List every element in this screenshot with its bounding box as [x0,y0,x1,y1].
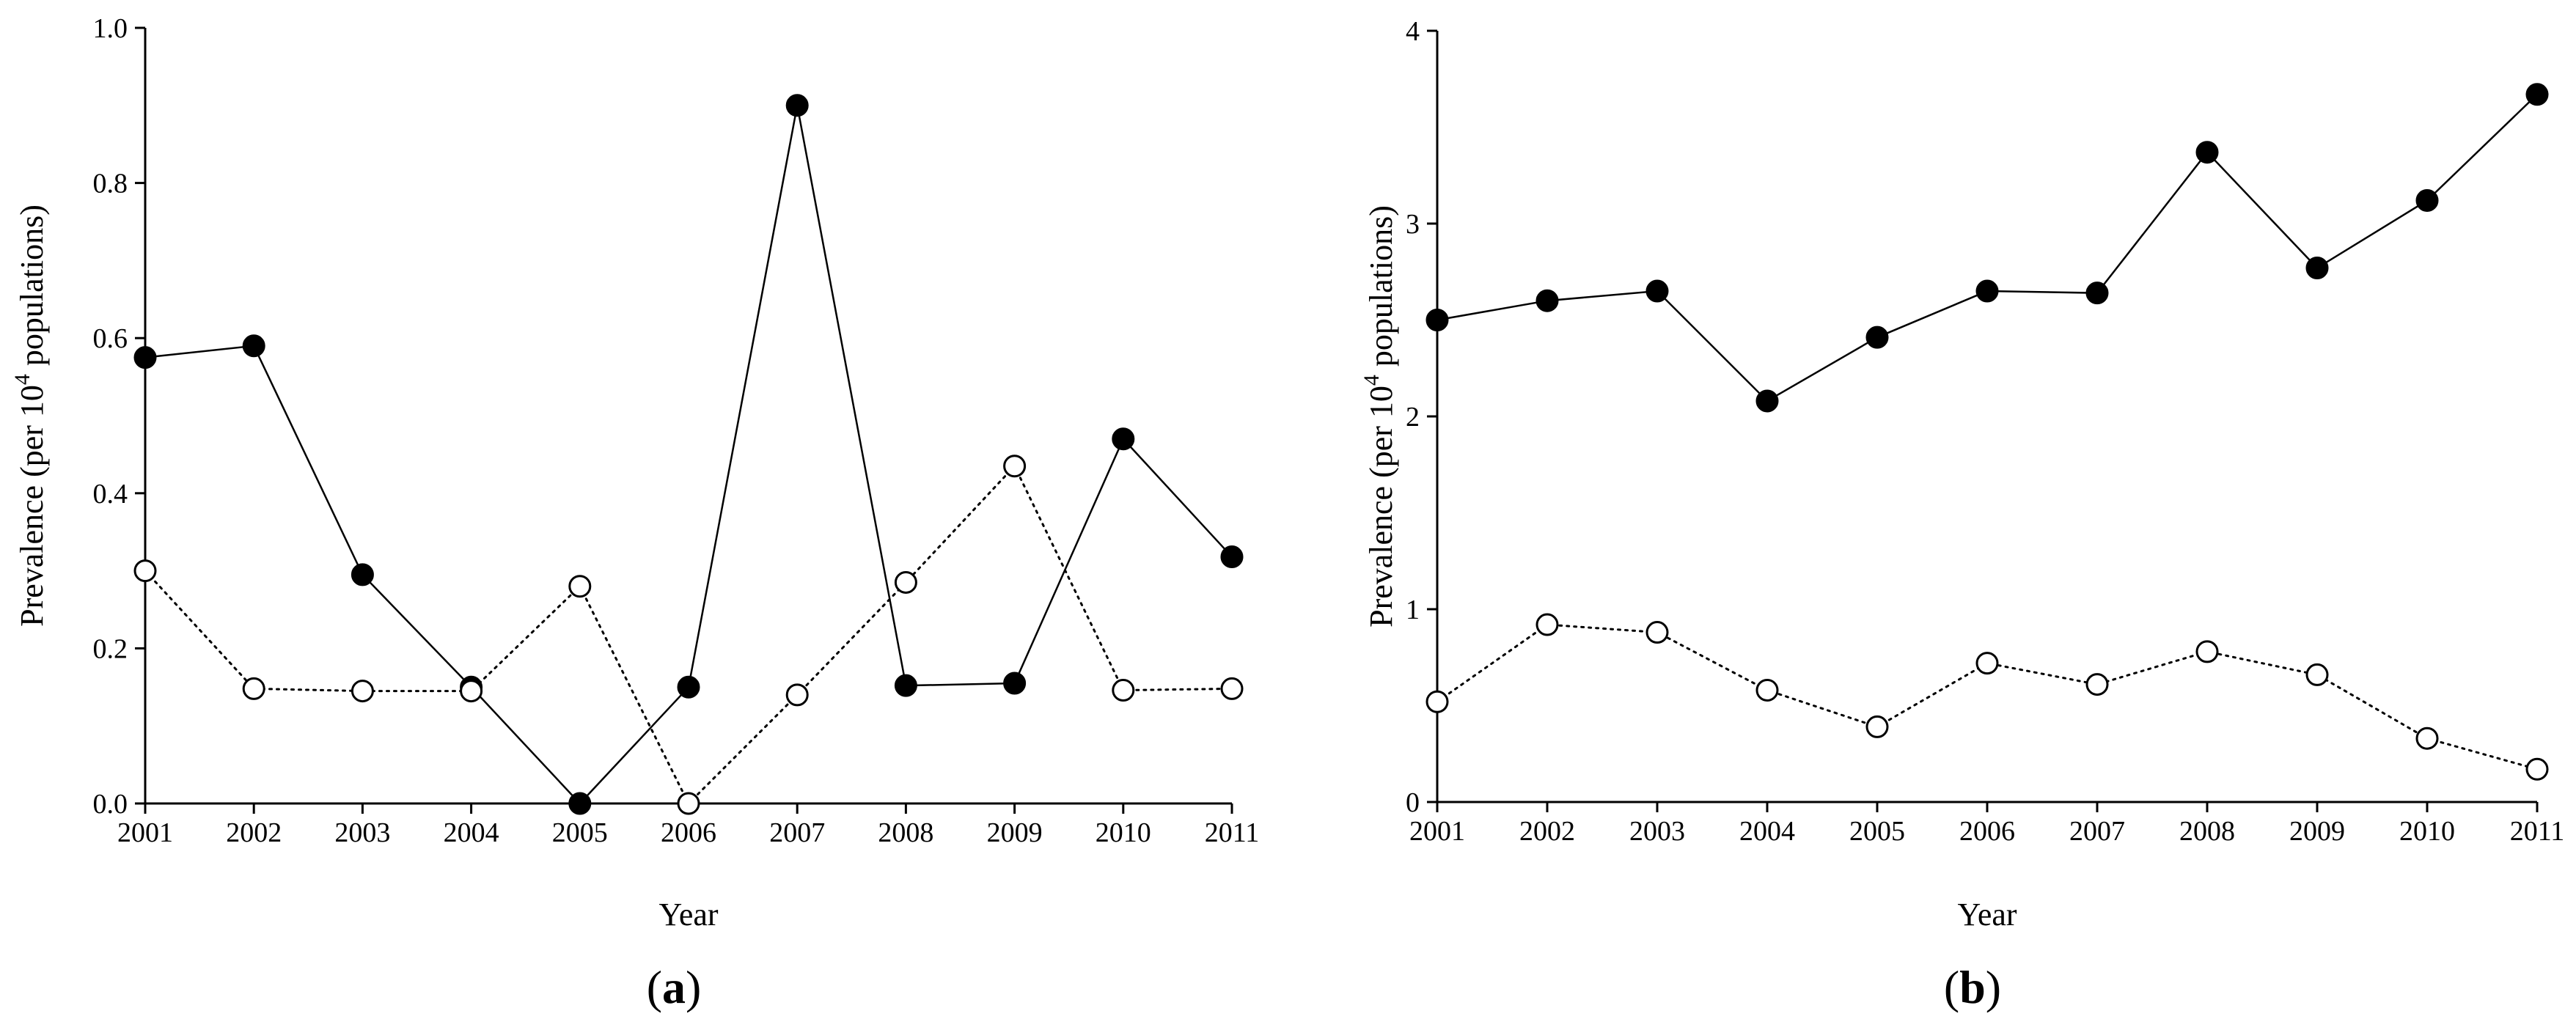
x-axis-label: Year [1957,897,2017,932]
y-tick-label: 0.0 [93,789,128,820]
data-point-filled [1220,545,1244,569]
x-tick-label: 2010 [2399,816,2455,847]
y-tick-label: 1 [1406,595,1420,625]
data-point-open [2085,673,2109,696]
data-point-open [460,680,483,703]
data-point-filled [1975,279,1999,303]
x-tick-label: 2011 [1205,817,1260,848]
chart-panel-a: 0.0 0.2 0.4 0.6 0.8 1.0 2001 2002 2003 2004 2005 20… [10,13,1259,1013]
data-point-filled [133,346,157,369]
x-tick-label: 2003 [1629,816,1685,847]
x-tick-label: 2001 [1409,816,1465,847]
data-point-open [133,559,157,583]
y-tick-label: 0.2 [93,633,128,664]
data-point-filled [568,792,592,815]
x-tick-label: 2008 [2179,816,2235,847]
data-point-filled [242,334,265,358]
data-point-open [1865,715,1889,738]
data-point-filled [1865,325,1889,349]
data-point-open [2415,726,2439,750]
y-axis-label: Prevalence (per 104 populations) [10,205,50,627]
series-line-open [1436,623,2539,770]
data-point-open [351,680,374,703]
x-tick-label: 2007 [769,817,825,848]
data-point-filled [1112,427,1135,451]
panel-label: (a) [647,961,702,1013]
data-point-open [2305,663,2329,686]
data-point-open [894,570,917,594]
data-point-open [1755,678,1779,702]
x-axis-label: Year [658,897,718,932]
x-tick-label: 2004 [1739,816,1795,847]
data-point-open [785,683,809,707]
y-tick-label: 4 [1406,16,1420,47]
data-point-filled [894,674,917,697]
data-point-open [1003,455,1027,478]
data-point-open [1112,679,1135,702]
x-tick-label: 2004 [444,817,499,848]
x-tick-label: 2003 [334,817,390,848]
data-point-filled [1535,289,1559,312]
y-tick-label: 0.6 [93,323,128,354]
data-point-filled [1425,309,1449,331]
data-point-open [568,575,592,598]
data-point-open [1975,652,1999,675]
data-point-open [677,792,700,815]
data-point-filled [2415,188,2439,212]
chart-panel-b: 0 1 2 3 4 2001 2002 2003 2004 2005 2006 2007 2008 200… [1359,16,2564,1013]
x-tick-label: 2009 [987,817,1043,848]
x-tick-label: 2001 [117,817,173,848]
data-point-filled [785,94,809,117]
x-tick-label: 2005 [1849,816,1905,847]
data-point-filled [1645,279,1669,303]
series-line-filled [144,105,1233,805]
y-tick-label: 3 [1406,209,1420,240]
x-tick-label: 2008 [878,817,933,848]
data-point-open [1535,613,1559,636]
y-tick-label: 1.0 [93,13,128,44]
y-tick-label: 0.8 [93,169,128,199]
data-point-open [1425,690,1449,713]
data-point-open [2525,757,2549,781]
y-tick-label: 2 [1406,402,1420,433]
data-point-open [2195,640,2219,663]
y-axis-label: Prevalence (per 104 populations) [1359,205,1399,628]
x-tick-label: 2002 [1519,816,1575,847]
x-tick-label: 2011 [2510,816,2565,847]
data-point-filled [2085,282,2109,305]
x-tick-label: 2002 [226,817,282,848]
y-tick-label: 0.4 [93,479,128,510]
x-tick-label: 2009 [2289,816,2345,847]
data-point-open [1220,677,1244,700]
x-tick-label: 2005 [552,817,608,848]
x-tick-label: 2006 [1959,816,2015,847]
y-tick-label: 0 [1406,787,1420,818]
data-point-filled [2305,256,2329,279]
series-line-open [144,464,1233,806]
data-point-open [1645,621,1669,644]
data-point-open [242,677,265,700]
data-point-filled [1755,389,1779,413]
data-point-filled [1003,672,1027,695]
series-line-filled [1436,93,2539,402]
data-point-filled [2525,83,2549,106]
x-tick-label: 2007 [2069,816,2125,847]
x-tick-label: 2010 [1096,817,1151,848]
data-point-filled [677,675,700,699]
panel-label: (b) [1944,961,2001,1013]
data-point-filled [351,563,374,586]
x-tick-label: 2006 [661,817,716,848]
data-point-filled [2195,141,2219,164]
